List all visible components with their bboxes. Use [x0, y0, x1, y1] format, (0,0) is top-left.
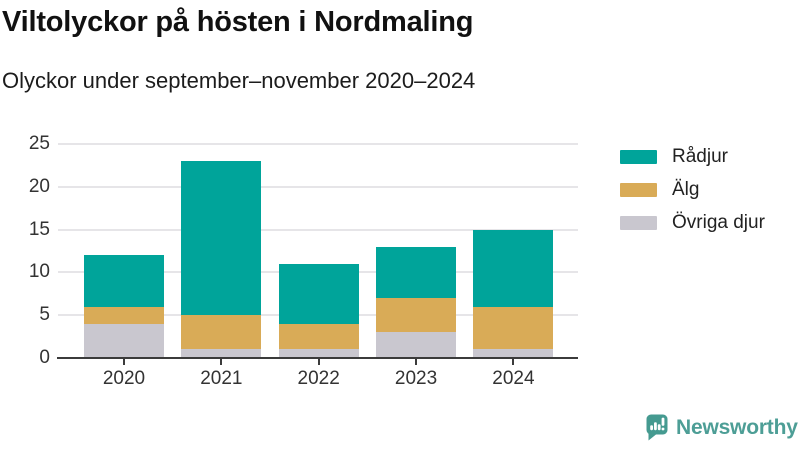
y-axis-label: 5 [39, 304, 50, 326]
legend-label: Älg [672, 179, 700, 200]
x-axis-label: 2021 [200, 368, 243, 389]
x-axis-label: 2022 [297, 368, 340, 389]
newsworthy-logo: Newsworthy [646, 414, 798, 441]
x-tick [512, 359, 515, 365]
x-axis-label: 2024 [492, 368, 535, 389]
bar-2021-Älg [181, 315, 262, 350]
x-tick [220, 359, 223, 365]
bar-2020-Rådjur [84, 255, 164, 307]
legend-item: Rådjur [620, 146, 765, 168]
gridline-y-25 [58, 143, 578, 145]
legend-swatch [620, 183, 657, 197]
bar-2022-Älg [278, 323, 359, 350]
y-axis-label: 0 [39, 347, 50, 368]
bar-2021-Övriga djur [181, 349, 262, 358]
bar-2024-Övriga djur [473, 349, 554, 358]
bar-2022-Rådjur [278, 263, 359, 324]
y-axis-label: 20 [28, 175, 50, 197]
legend-swatch [620, 150, 657, 164]
gridline-y-15 [58, 228, 578, 231]
legend-label: Rådjur [672, 146, 728, 167]
y-axis-label: 25 [28, 133, 50, 154]
legend-item: Övriga djur [620, 212, 765, 234]
chart-title: Viltolyckor på hösten i Nordmaling [2, 6, 474, 38]
legend-item: Älg [620, 179, 765, 201]
bar-2022-Övriga djur [278, 349, 359, 358]
bar-2020-Övriga djur [84, 323, 164, 358]
x-tick [123, 359, 125, 365]
bar-2020-Älg [84, 306, 164, 324]
bar-2023-Rådjur [376, 246, 457, 299]
gridline-y-20 [58, 185, 578, 188]
bar-2021-Rådjur [181, 161, 262, 316]
x-axis-line [57, 357, 578, 359]
bar-2023-Älg [376, 298, 457, 333]
x-tick [415, 359, 418, 365]
chart-subtitle: Olyckor under september–november 2020–20… [2, 68, 476, 93]
legend-swatch [620, 216, 657, 230]
bar-2024-Rådjur [473, 229, 554, 307]
legend: Rådjur Älg Övriga djur [620, 146, 765, 234]
x-tick [317, 359, 320, 365]
newsworthy-wordmark: Newsworthy [676, 415, 798, 439]
bar-2024-Älg [473, 306, 554, 350]
bar-2023-Övriga djur [376, 332, 457, 358]
y-axis-label: 10 [28, 261, 50, 283]
y-axis-label: 15 [28, 218, 50, 240]
legend-label: Övriga djur [672, 212, 765, 233]
newsworthy-icon [646, 414, 668, 441]
x-axis-label: 2023 [394, 368, 438, 389]
x-axis-label: 2020 [102, 368, 146, 389]
